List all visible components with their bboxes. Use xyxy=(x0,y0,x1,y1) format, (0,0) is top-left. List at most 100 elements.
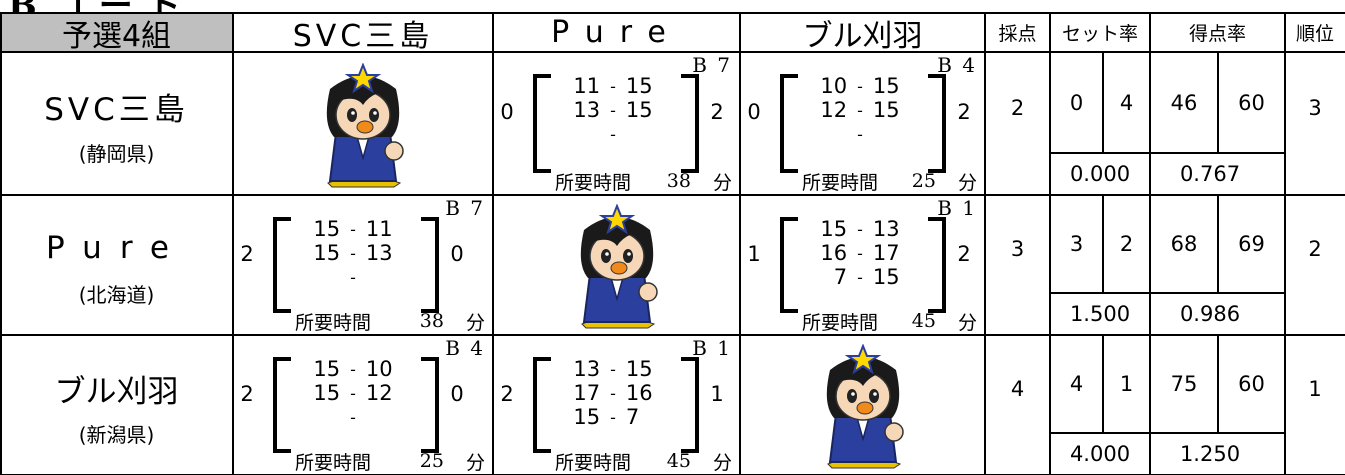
duration-row: 所要時間 25 分 xyxy=(790,168,977,194)
score-sep: - xyxy=(610,383,616,403)
grid-line xyxy=(1217,52,1219,153)
score-row: 15-12 xyxy=(293,381,413,405)
sets-left: 2 xyxy=(240,241,254,266)
score-sep: - xyxy=(610,100,616,120)
score: 13 xyxy=(365,241,393,265)
team-pref: (北海道) xyxy=(78,282,155,307)
sets-left: 0 xyxy=(747,100,761,125)
column-header: ブル刈羽 xyxy=(802,18,923,54)
duration-unit: 分 xyxy=(465,311,485,334)
score-sep: - xyxy=(857,243,863,263)
grid-line xyxy=(1149,13,1151,475)
court-label: B 1 xyxy=(692,336,732,360)
grid-line xyxy=(1217,195,1219,293)
bracket xyxy=(780,217,798,313)
points: 4 xyxy=(1010,377,1025,401)
duration-label: 所要時間 xyxy=(295,451,372,474)
grid-line xyxy=(232,13,234,475)
score: 15 xyxy=(313,357,341,381)
duration-row: 所要時間 45 分 xyxy=(543,448,732,474)
duration-unit: 分 xyxy=(712,171,732,194)
bracket xyxy=(780,74,798,173)
points-for: 68 xyxy=(1170,232,1198,256)
point-ratio: 0.986 xyxy=(1179,302,1241,326)
sets-right: 0 xyxy=(450,241,464,266)
column-header: Pure xyxy=(551,15,682,50)
point-ratio: 0.767 xyxy=(1179,162,1241,186)
court-label: B 4 xyxy=(937,53,977,77)
sets-left: 2 xyxy=(500,381,514,406)
score-sep: - xyxy=(350,383,356,403)
score: 15 xyxy=(313,241,341,265)
duration: 38 xyxy=(666,170,691,192)
grid-line xyxy=(1102,52,1104,153)
rank: 1 xyxy=(1308,377,1322,401)
sets-right: 1 xyxy=(710,381,724,406)
team-name: SVC三島 xyxy=(44,91,189,128)
score: 7 xyxy=(625,405,640,429)
score-row: - xyxy=(293,405,413,429)
duration-unit: 分 xyxy=(957,171,977,194)
bracket xyxy=(681,74,699,173)
score-row: - xyxy=(800,122,920,146)
score-row: 11-15 xyxy=(553,74,673,98)
grid-line xyxy=(1050,152,1285,154)
score-sep: - xyxy=(857,219,863,239)
set-ratio: 4.000 xyxy=(1069,442,1131,466)
score: 17 xyxy=(872,241,900,265)
grid-line xyxy=(1102,195,1104,293)
point-ratio: 1.250 xyxy=(1179,442,1241,466)
score: 16 xyxy=(820,241,848,265)
duration-unit: 分 xyxy=(712,451,732,474)
score-sep: - xyxy=(350,407,356,427)
bracket xyxy=(273,217,291,313)
score-sep: - xyxy=(610,76,616,96)
score: 15 xyxy=(625,74,653,98)
grid-line xyxy=(1050,432,1285,434)
score-sep: - xyxy=(610,407,616,427)
score-sep: - xyxy=(350,359,356,379)
score: 15 xyxy=(573,405,601,429)
score-sep: - xyxy=(857,124,863,144)
score-row: 15-13 xyxy=(293,241,413,265)
team-pref: (新潟県) xyxy=(78,422,155,447)
set-ratio: 0.000 xyxy=(1069,162,1131,186)
points-for: 46 xyxy=(1170,90,1198,115)
score-sep: - xyxy=(610,359,616,379)
column-header: 得点率 xyxy=(1188,23,1246,45)
duration-label: 所要時間 xyxy=(295,311,372,334)
sets-won: 3 xyxy=(1069,232,1084,256)
court-label: B 7 xyxy=(445,196,485,220)
score-row: 15-10 xyxy=(293,357,413,381)
sets-right: 0 xyxy=(450,381,464,406)
duration-label: 所要時間 xyxy=(555,451,632,474)
score-row: 15-7 xyxy=(553,405,673,429)
court-label: B 7 xyxy=(692,53,732,77)
score: 11 xyxy=(365,217,393,241)
grid-line xyxy=(1102,335,1104,433)
column-header: 採点 xyxy=(998,23,1037,45)
sets-lost: 2 xyxy=(1119,232,1134,256)
score: 7 xyxy=(833,265,848,289)
points-against: 60 xyxy=(1238,90,1265,115)
score: 12 xyxy=(820,98,848,122)
score: 13 xyxy=(573,98,601,122)
score-row: 16-17 xyxy=(800,241,920,265)
points-for: 75 xyxy=(1170,372,1198,396)
grid-line xyxy=(0,13,2,475)
score: 10 xyxy=(820,74,848,98)
grid-line xyxy=(1217,335,1219,433)
score-row: - xyxy=(553,122,673,146)
duration-row: 所要時間 45 分 xyxy=(790,308,977,334)
duration: 25 xyxy=(419,450,444,472)
mascot xyxy=(580,204,658,329)
score-sep: - xyxy=(610,124,616,144)
points-against: 69 xyxy=(1238,232,1265,256)
score-row: 15-11 xyxy=(293,217,413,241)
grid-line xyxy=(1284,13,1286,475)
team-name: Pure xyxy=(46,230,187,267)
duration-row: 所要時間 25 分 xyxy=(283,448,485,474)
bracket xyxy=(681,357,699,453)
sets-lost: 1 xyxy=(1119,372,1134,396)
score: 15 xyxy=(820,217,848,241)
